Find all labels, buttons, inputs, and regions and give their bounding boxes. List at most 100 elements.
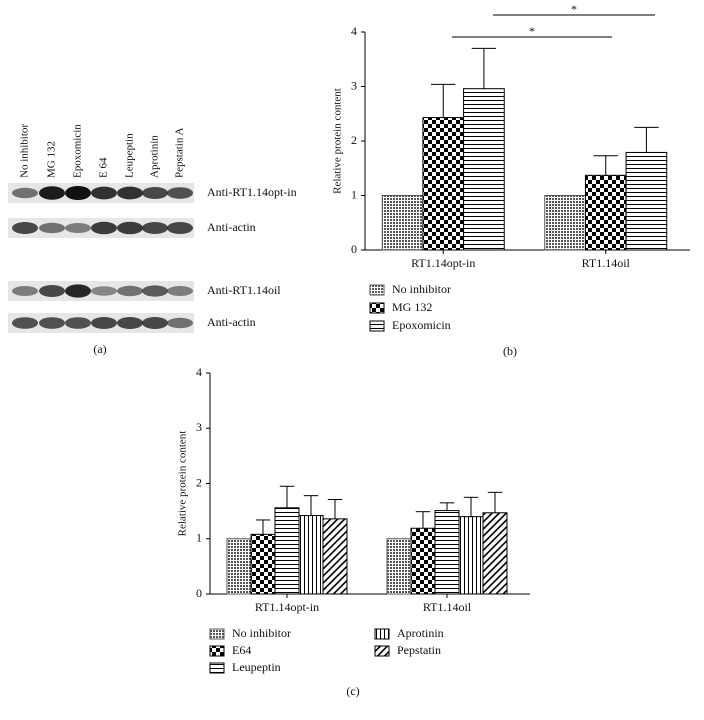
significance-label: * xyxy=(529,24,535,38)
legend-label: Pepstatin xyxy=(397,643,441,657)
blot-band xyxy=(12,187,38,199)
error-bar xyxy=(463,496,479,517)
blot-band xyxy=(117,221,143,235)
blot-band xyxy=(91,221,117,235)
error-bar xyxy=(279,485,295,508)
significance-label: * xyxy=(571,2,577,16)
row-label: Anti-RT1.14opt-in xyxy=(207,185,297,199)
legend-swatch xyxy=(369,320,385,332)
legend-swatch xyxy=(209,628,225,640)
blot-band xyxy=(117,285,143,297)
row-label: Anti-RT1.14oil xyxy=(207,283,281,297)
blot-band xyxy=(12,317,38,329)
bar xyxy=(322,518,348,595)
bar xyxy=(544,195,586,251)
x-tick-label: RT1.14oil xyxy=(582,256,631,270)
panel-caption: (c) xyxy=(346,684,359,698)
error-bar xyxy=(593,155,618,176)
blot-band xyxy=(39,222,65,234)
blot-band xyxy=(142,187,168,199)
bar xyxy=(250,533,276,595)
legend-label: Epoxomicin xyxy=(392,318,451,332)
row-label: Anti-actin xyxy=(207,315,256,329)
lane-label: MG 132 xyxy=(46,141,58,178)
legend-swatch xyxy=(369,302,385,314)
lane-label: No inhibitor xyxy=(19,124,31,178)
error-bar xyxy=(431,83,456,118)
legend-swatch xyxy=(209,662,225,674)
blot-band xyxy=(39,186,65,200)
legend-swatch xyxy=(209,645,225,657)
y-tick-label: 0 xyxy=(196,586,202,600)
lane-label: Leupeptin xyxy=(124,133,136,178)
y-tick-label: 2 xyxy=(196,475,202,489)
blot-band xyxy=(65,317,91,329)
bar xyxy=(463,88,505,251)
y-tick-label: 0 xyxy=(351,242,357,256)
y-tick-label: 1 xyxy=(196,531,202,545)
panel-caption: (a) xyxy=(93,342,106,356)
x-tick-label: RT1.14opt-in xyxy=(255,600,319,614)
blot-band xyxy=(167,286,193,296)
blot-band xyxy=(117,186,143,200)
blot-band xyxy=(65,223,91,233)
row-label: Anti-actin xyxy=(207,220,256,234)
legend-swatch xyxy=(374,628,390,640)
y-axis-label: Relative protein content xyxy=(177,431,189,537)
error-bar xyxy=(303,495,319,516)
error-bar xyxy=(634,126,659,153)
y-axis-label: Relative protein content xyxy=(332,88,344,194)
blot-band xyxy=(39,317,65,329)
bar xyxy=(458,516,484,595)
panel-caption: (b) xyxy=(503,344,517,358)
error-bar xyxy=(327,499,343,519)
legend-label: No inhibitor xyxy=(232,626,291,640)
blot-band xyxy=(12,222,38,234)
bar xyxy=(482,512,508,595)
lane-label: Pepstatin A xyxy=(174,128,186,178)
error-bar xyxy=(487,491,503,513)
blot-band xyxy=(167,317,193,329)
legend-swatch xyxy=(369,284,385,296)
lane-label: Epoxomicin xyxy=(72,124,84,178)
bar xyxy=(381,195,424,251)
bar xyxy=(434,510,460,595)
error-bar xyxy=(415,511,431,529)
y-tick-label: 3 xyxy=(196,420,202,434)
x-tick-label: RT1.14oil xyxy=(423,600,472,614)
blot-band xyxy=(65,186,91,200)
blot-band xyxy=(142,222,168,234)
blot-band xyxy=(12,286,38,296)
y-tick-label: 1 xyxy=(351,187,357,201)
bar xyxy=(298,515,324,595)
bar xyxy=(410,527,436,595)
bar xyxy=(625,151,668,251)
blot-band xyxy=(91,186,117,200)
legend-label: Leupeptin xyxy=(232,660,281,674)
blot-band xyxy=(142,317,168,329)
y-tick-label: 4 xyxy=(196,365,202,379)
blot-band xyxy=(39,285,65,297)
legend-label: No inhibitor xyxy=(392,282,451,296)
blot-band xyxy=(167,187,193,199)
y-tick-label: 2 xyxy=(351,133,357,147)
bar xyxy=(226,538,252,595)
x-tick-label: RT1.14opt-in xyxy=(411,256,475,270)
lane-label: Aprotinin xyxy=(149,135,161,178)
blot-band xyxy=(65,284,91,298)
bar xyxy=(386,538,412,595)
legend-label: Aprotinin xyxy=(397,626,444,640)
lane-label: E 64 xyxy=(98,157,110,178)
bar xyxy=(584,174,627,251)
legend-label: E64 xyxy=(232,643,251,657)
blot-band xyxy=(91,286,117,296)
y-tick-label: 4 xyxy=(351,24,357,38)
blot-band xyxy=(167,222,193,234)
blot-band xyxy=(142,285,168,297)
bar xyxy=(274,507,300,595)
error-bar xyxy=(439,502,455,511)
bar xyxy=(422,117,465,251)
legend-swatch xyxy=(374,645,390,657)
blot-band xyxy=(117,317,143,329)
